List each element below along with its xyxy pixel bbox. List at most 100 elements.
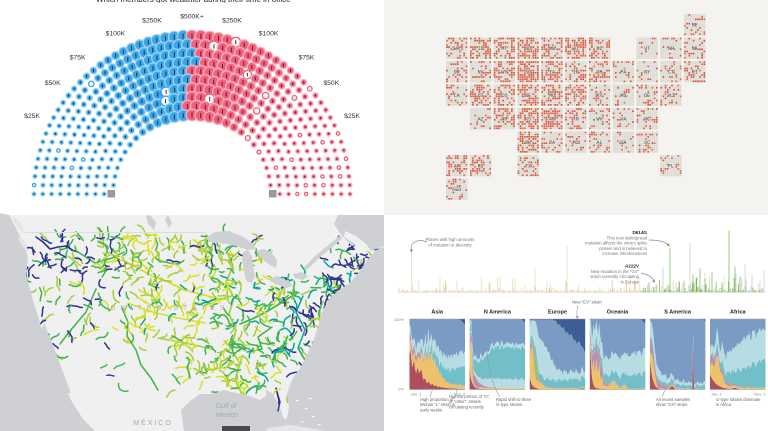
svg-text:ND: ND xyxy=(525,46,531,52)
svg-text:IN: IN xyxy=(573,70,579,76)
svg-text:FED: FED xyxy=(452,187,461,193)
svg-text:SD: SD xyxy=(525,70,531,76)
svg-text:protein and is believed to: protein and is believed to xyxy=(599,246,647,251)
svg-text:DE: DE xyxy=(644,93,650,99)
svg-text:ID: ID xyxy=(478,46,484,52)
svg-text:Nov. 3: Nov. 3 xyxy=(754,392,766,397)
svg-text:or “other”, strains: or “other”, strains xyxy=(449,399,481,404)
svg-text:MÉXICO: MÉXICO xyxy=(133,418,173,427)
svg-text:NM: NM xyxy=(501,117,507,123)
svg-text:strain currently circulating: strain currently circulating xyxy=(590,274,639,279)
svg-text:N America: N America xyxy=(484,310,512,316)
svg-text:High proportion of: High proportion of xyxy=(420,397,454,402)
svg-text:AK: AK xyxy=(454,164,460,170)
svg-text:circulating recently: circulating recently xyxy=(449,404,485,409)
svg-text:$75K: $75K xyxy=(70,55,86,62)
svg-text:TN: TN xyxy=(573,117,579,123)
svg-text:CA: CA xyxy=(454,93,460,99)
svg-text:RI: RI xyxy=(692,70,698,76)
svg-text:Places with high amounts: Places with high amounts xyxy=(426,237,475,242)
svg-text:WI: WI xyxy=(573,46,579,52)
svg-text:OH: OH xyxy=(596,70,602,76)
svg-text:NH: NH xyxy=(668,46,674,52)
svg-text:UNITED STATES: UNITED STATES xyxy=(110,305,229,312)
svg-text:MD: MD xyxy=(620,93,626,99)
svg-text:$250K: $250K xyxy=(142,18,162,25)
svg-text:CT: CT xyxy=(668,70,674,76)
svg-text:GA: GA xyxy=(620,140,626,146)
svg-text:Mexico: Mexico xyxy=(216,412,238,419)
svg-text:Asia: Asia xyxy=(431,310,444,316)
svg-text:$25K: $25K xyxy=(24,113,40,120)
svg-text:mutation affects the virus's s: mutation affects the virus's spike xyxy=(585,241,647,246)
svg-text:increase infectiousness: increase infectiousness xyxy=(602,251,647,256)
svg-text:Europe: Europe xyxy=(548,310,567,316)
svg-text:LA: LA xyxy=(549,140,555,146)
svg-text:MN: MN xyxy=(549,46,555,52)
svg-text:This now widespread: This now widespread xyxy=(607,236,648,241)
svg-text:NV: NV xyxy=(478,70,484,76)
svg-text:0%: 0% xyxy=(398,387,404,392)
svg-text:$75K: $75K xyxy=(298,55,314,62)
svg-text:WV: WV xyxy=(596,117,602,123)
svg-text:D614G: D614G xyxy=(632,230,647,235)
svg-text:AL: AL xyxy=(596,140,602,146)
svg-text:Rapid shift to three: Rapid shift to three xyxy=(496,397,532,402)
svg-text:UT: UT xyxy=(478,93,484,99)
svg-text:100%: 100% xyxy=(394,317,405,322)
svg-text:All recent samples: All recent samples xyxy=(656,397,690,402)
svg-text:early weeks: early weeks xyxy=(420,407,442,412)
svg-text:CO: CO xyxy=(501,93,507,99)
svg-text:AZ: AZ xyxy=(478,117,484,123)
svg-text:$100K: $100K xyxy=(259,30,279,37)
svg-text:AR: AR xyxy=(549,117,555,123)
svg-text:MT: MT xyxy=(501,46,507,52)
svg-text:New mutation in the “GV”: New mutation in the “GV” xyxy=(591,269,640,274)
svg-text:Oceania: Oceania xyxy=(607,310,629,316)
svg-text:in Europe: in Europe xyxy=(621,279,640,284)
svg-text:$250K: $250K xyxy=(222,18,242,25)
svg-text:KS: KS xyxy=(525,117,531,123)
svg-text:$100K: $100K xyxy=(106,30,126,37)
svg-text:Gulf of: Gulf of xyxy=(216,403,238,410)
svg-text:$50K: $50K xyxy=(45,80,61,87)
svg-text:HI: HI xyxy=(478,164,484,170)
svg-text:G-type strains dominate: G-type strains dominate xyxy=(716,397,761,402)
svg-text:ME: ME xyxy=(692,23,698,29)
svg-text:WA: WA xyxy=(454,46,460,52)
svg-text:NE: NE xyxy=(525,93,531,99)
svg-text:show “GH” strain: show “GH” strain xyxy=(656,402,688,407)
svg-text:KY: KY xyxy=(596,93,602,99)
svg-text:$500K+: $500K+ xyxy=(180,14,204,21)
svg-text:MS: MS xyxy=(573,140,579,146)
svg-text:Jan. 1: Jan. 1 xyxy=(711,392,723,397)
svg-text:WY: WY xyxy=(501,70,507,76)
svg-text:Wuhan “L” strain in: Wuhan “L” strain in xyxy=(420,402,456,407)
svg-text:Jan. 1: Jan. 1 xyxy=(411,392,423,397)
svg-text:NJ: NJ xyxy=(668,93,674,99)
svg-text:IL: IL xyxy=(573,93,579,99)
svg-text:MI: MI xyxy=(596,46,602,52)
svg-text:Highest portion of “O”,: Highest portion of “O”, xyxy=(449,394,490,399)
svg-text:VT: VT xyxy=(644,46,650,52)
svg-text:New “GV” strain: New “GV” strain xyxy=(572,300,602,305)
svg-text:VA: VA xyxy=(620,117,626,123)
svg-text:Which members got wealthier du: Which members got wealthier during their… xyxy=(96,0,291,4)
svg-text:MA: MA xyxy=(692,46,698,52)
svg-text:of mutation or diversity: of mutation or diversity xyxy=(428,243,472,248)
svg-text:TX: TX xyxy=(525,164,531,170)
svg-text:G-type strains: G-type strains xyxy=(496,402,522,407)
svg-text:Africa: Africa xyxy=(730,310,747,316)
svg-text:NC: NC xyxy=(644,117,650,123)
svg-text:FL: FL xyxy=(668,164,674,170)
svg-text:SC: SC xyxy=(644,140,650,146)
svg-text:Nov. 3: Nov. 3 xyxy=(454,392,466,397)
svg-text:A222V: A222V xyxy=(625,264,640,269)
svg-text:S America: S America xyxy=(664,310,692,316)
svg-text:$25K: $25K xyxy=(344,113,360,120)
svg-text:OK: OK xyxy=(525,140,531,146)
svg-text:IA: IA xyxy=(549,70,555,76)
svg-text:in Africa: in Africa xyxy=(716,402,732,407)
svg-text:$50K: $50K xyxy=(323,80,339,87)
svg-text:OR: OR xyxy=(454,70,460,76)
